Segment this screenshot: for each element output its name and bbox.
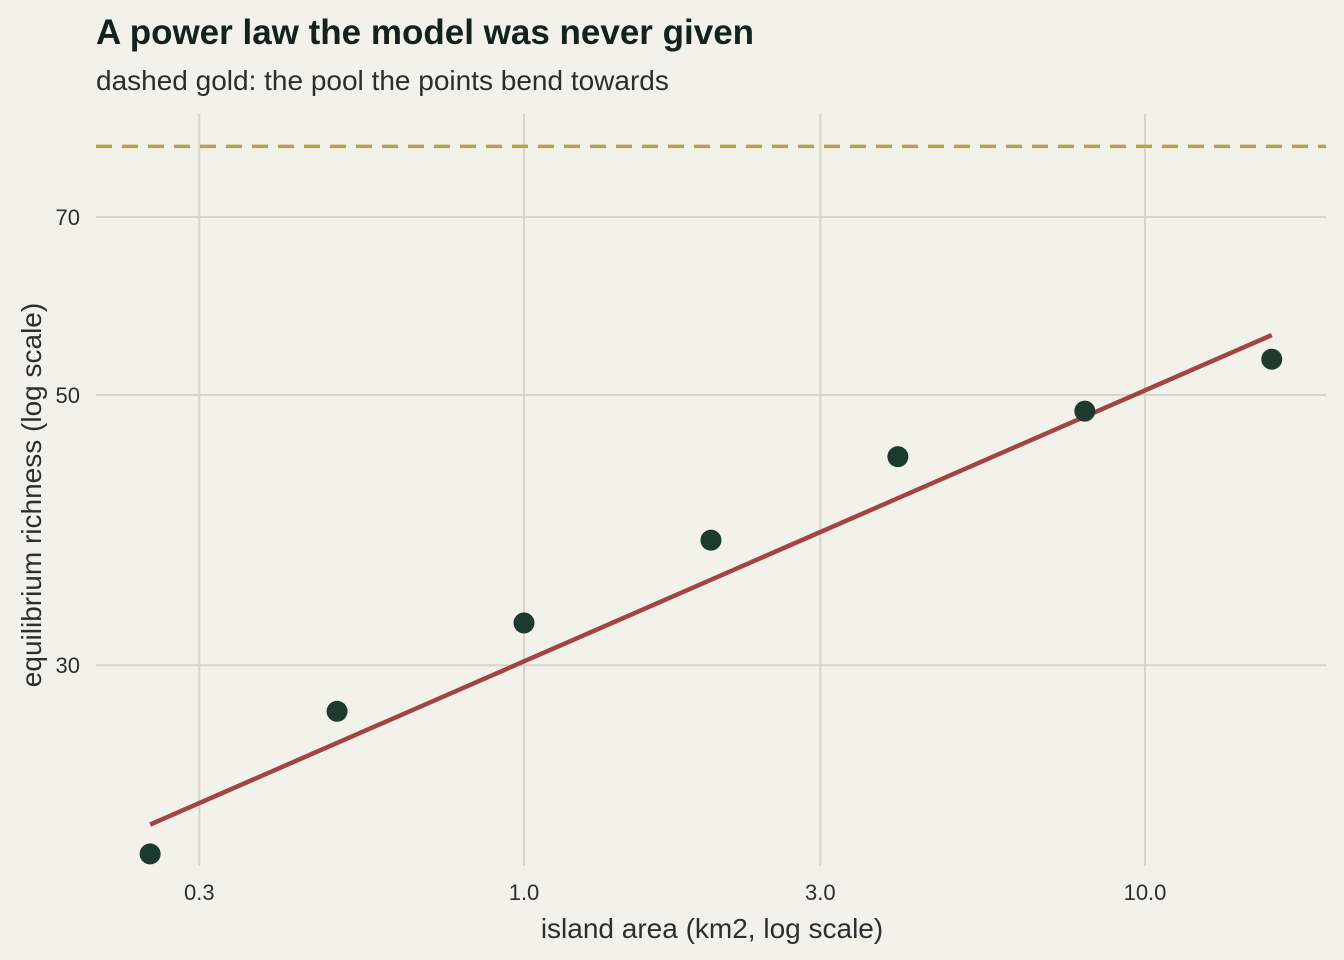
x-axis-title: island area (km2, log scale) xyxy=(541,913,883,944)
data-point xyxy=(139,843,161,865)
data-point xyxy=(1074,400,1096,422)
data-point xyxy=(326,700,348,722)
tick-labels: 0.3 1.0 3.0 10.0 30 50 70 xyxy=(56,205,1167,905)
power-law-fit-line xyxy=(149,332,1273,827)
points-layer xyxy=(139,348,1283,865)
y-tick-label: 70 xyxy=(56,205,80,230)
data-point xyxy=(700,529,722,551)
y-tick-label: 50 xyxy=(56,383,80,408)
chart-title: A power law the model was never given xyxy=(96,13,754,52)
fit-line-layer xyxy=(149,332,1273,827)
y-tick-label: 30 xyxy=(56,653,80,678)
gridlines xyxy=(96,114,1326,866)
x-tick-label: 10.0 xyxy=(1124,880,1167,905)
data-point xyxy=(513,612,535,634)
y-axis-title: equilibrium richness (log scale) xyxy=(16,303,47,687)
x-tick-label: 1.0 xyxy=(509,880,540,905)
chart-subtitle: dashed gold: the pool the points bend to… xyxy=(96,65,669,96)
data-point xyxy=(887,446,909,468)
x-tick-label: 0.3 xyxy=(184,880,215,905)
x-tick-label: 3.0 xyxy=(805,880,836,905)
data-point xyxy=(1261,348,1283,370)
